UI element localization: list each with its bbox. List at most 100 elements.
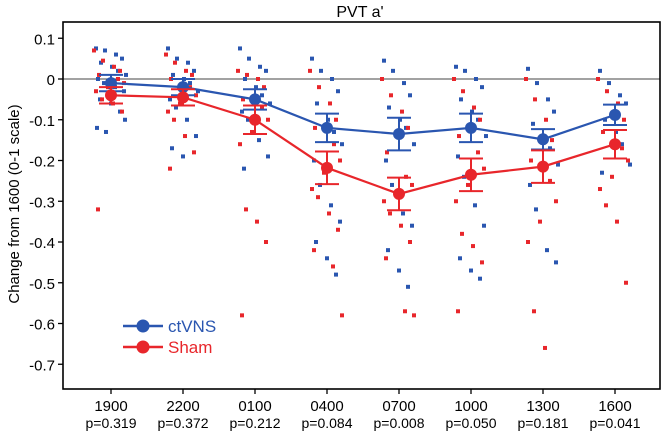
sham-data-point (336, 227, 340, 232)
p-value-label: p=0.319 (86, 415, 137, 431)
ctvns-data-point (600, 170, 604, 175)
ctvns-data-point (410, 223, 414, 228)
ctvns-data-point (458, 256, 462, 261)
sham-data-point (313, 125, 317, 130)
sham-data-point (616, 101, 620, 106)
ctvns-data-point (620, 142, 624, 147)
ctvns-data-point (332, 129, 336, 134)
y-tick-label: -0.7 (29, 357, 55, 374)
sham-data-point (334, 117, 338, 122)
sham-data-point (460, 231, 464, 236)
p-value-label: p=0.372 (158, 415, 209, 431)
sham-mean-marker (105, 89, 117, 102)
ctvns-data-point (528, 182, 532, 187)
ctvns-data-point (103, 48, 107, 53)
ctvns-mean-marker (465, 121, 477, 134)
ctvns-data-point (454, 64, 458, 69)
ctvns-data-point (319, 68, 323, 73)
sham-mean-marker (465, 168, 477, 181)
sham-data-point (236, 68, 240, 73)
sham-data-point (622, 117, 626, 122)
ctvns-data-point (268, 101, 272, 106)
ctvns-data-point (546, 97, 550, 102)
ctvns-data-point (382, 58, 386, 63)
sham-data-point (399, 223, 403, 228)
ctvns-data-point (386, 248, 390, 253)
sham-data-point (605, 89, 609, 94)
ctvns-data-point (181, 154, 185, 159)
y-tick-label: 0.1 (34, 31, 55, 48)
sham-data-point (178, 101, 182, 106)
sham-data-point (548, 178, 552, 183)
ctvns-data-point (482, 223, 486, 228)
sham-data-point (266, 117, 270, 122)
ctvns-data-point (188, 81, 192, 86)
sham-data-point (317, 85, 321, 90)
sham-data-point (526, 240, 530, 244)
sham-data-point (482, 166, 486, 171)
ctvns-mean-marker (105, 77, 117, 90)
sham-data-point (406, 125, 410, 130)
sham-data-point (256, 77, 260, 81)
ctvns-data-point (257, 138, 261, 143)
sham-data-point (118, 68, 122, 73)
ctvns-data-point (254, 85, 258, 90)
legend-ctvns-marker (136, 319, 150, 333)
ctvns-data-point (123, 117, 127, 122)
ctvns-data-point (102, 81, 106, 86)
plot-area: 0.10-0.1-0.2-0.3-0.4-0.5-0.6-0.71900p=0.… (29, 31, 660, 431)
ctvns-data-point (258, 64, 262, 69)
ctvns-data-point (391, 68, 395, 73)
sham-data-point (476, 150, 480, 155)
p-value-label: p=0.181 (518, 415, 569, 431)
ctvns-data-point (185, 117, 189, 122)
ctvns-data-point (334, 272, 338, 277)
ctvns-data-point (170, 146, 174, 151)
ctvns-data-point (412, 142, 416, 147)
ctvns-data-point (336, 89, 340, 94)
sham-data-point (385, 150, 389, 155)
ctvns-data-point (310, 56, 314, 61)
ctvns-data-point (459, 97, 463, 102)
ctvns-data-point (526, 66, 530, 71)
ctvns-data-point (618, 93, 622, 98)
ctvns-data-point (171, 72, 175, 77)
ctvns-data-point (312, 158, 316, 163)
sham-data-point (340, 313, 344, 318)
sham-data-point (312, 248, 316, 253)
p-value-label: p=0.041 (590, 415, 641, 431)
sham-data-point (100, 97, 104, 102)
ctvns-data-point (264, 68, 268, 73)
sham-data-point (382, 199, 386, 204)
sham-data-point (183, 134, 187, 139)
p-value-label: p=0.050 (446, 415, 497, 431)
sham-data-point (308, 68, 312, 73)
ctvns-data-point (194, 134, 198, 139)
sham-data-point (403, 309, 407, 314)
sham-data-point (332, 142, 336, 147)
ctvns-data-point (545, 248, 549, 253)
sham-data-point (194, 93, 198, 98)
y-tick-label: -0.2 (29, 154, 55, 171)
ctvns-data-point (166, 46, 170, 51)
sham-data-point (240, 313, 244, 318)
sham-data-point (524, 77, 528, 81)
ctvns-data-point (247, 56, 251, 61)
sham-data-point (380, 77, 384, 81)
legend-sham-marker (136, 340, 150, 354)
plot-frame (62, 21, 661, 390)
ctvns-data-point (607, 81, 611, 86)
sham-data-point (310, 187, 314, 192)
sham-data-point (544, 117, 548, 122)
ctvns-data-point (463, 68, 467, 73)
y-tick-label: 0 (47, 72, 55, 89)
sham-data-point (250, 129, 254, 134)
sham-data-point (601, 129, 605, 134)
sham-data-point (554, 199, 558, 204)
ctvns-data-point (246, 117, 250, 122)
chart-title: PVT a' (336, 4, 383, 21)
sham-data-point (327, 211, 331, 216)
ctvns-data-point (556, 162, 560, 167)
sham-data-point (188, 85, 192, 90)
sham-data-point (331, 264, 335, 269)
